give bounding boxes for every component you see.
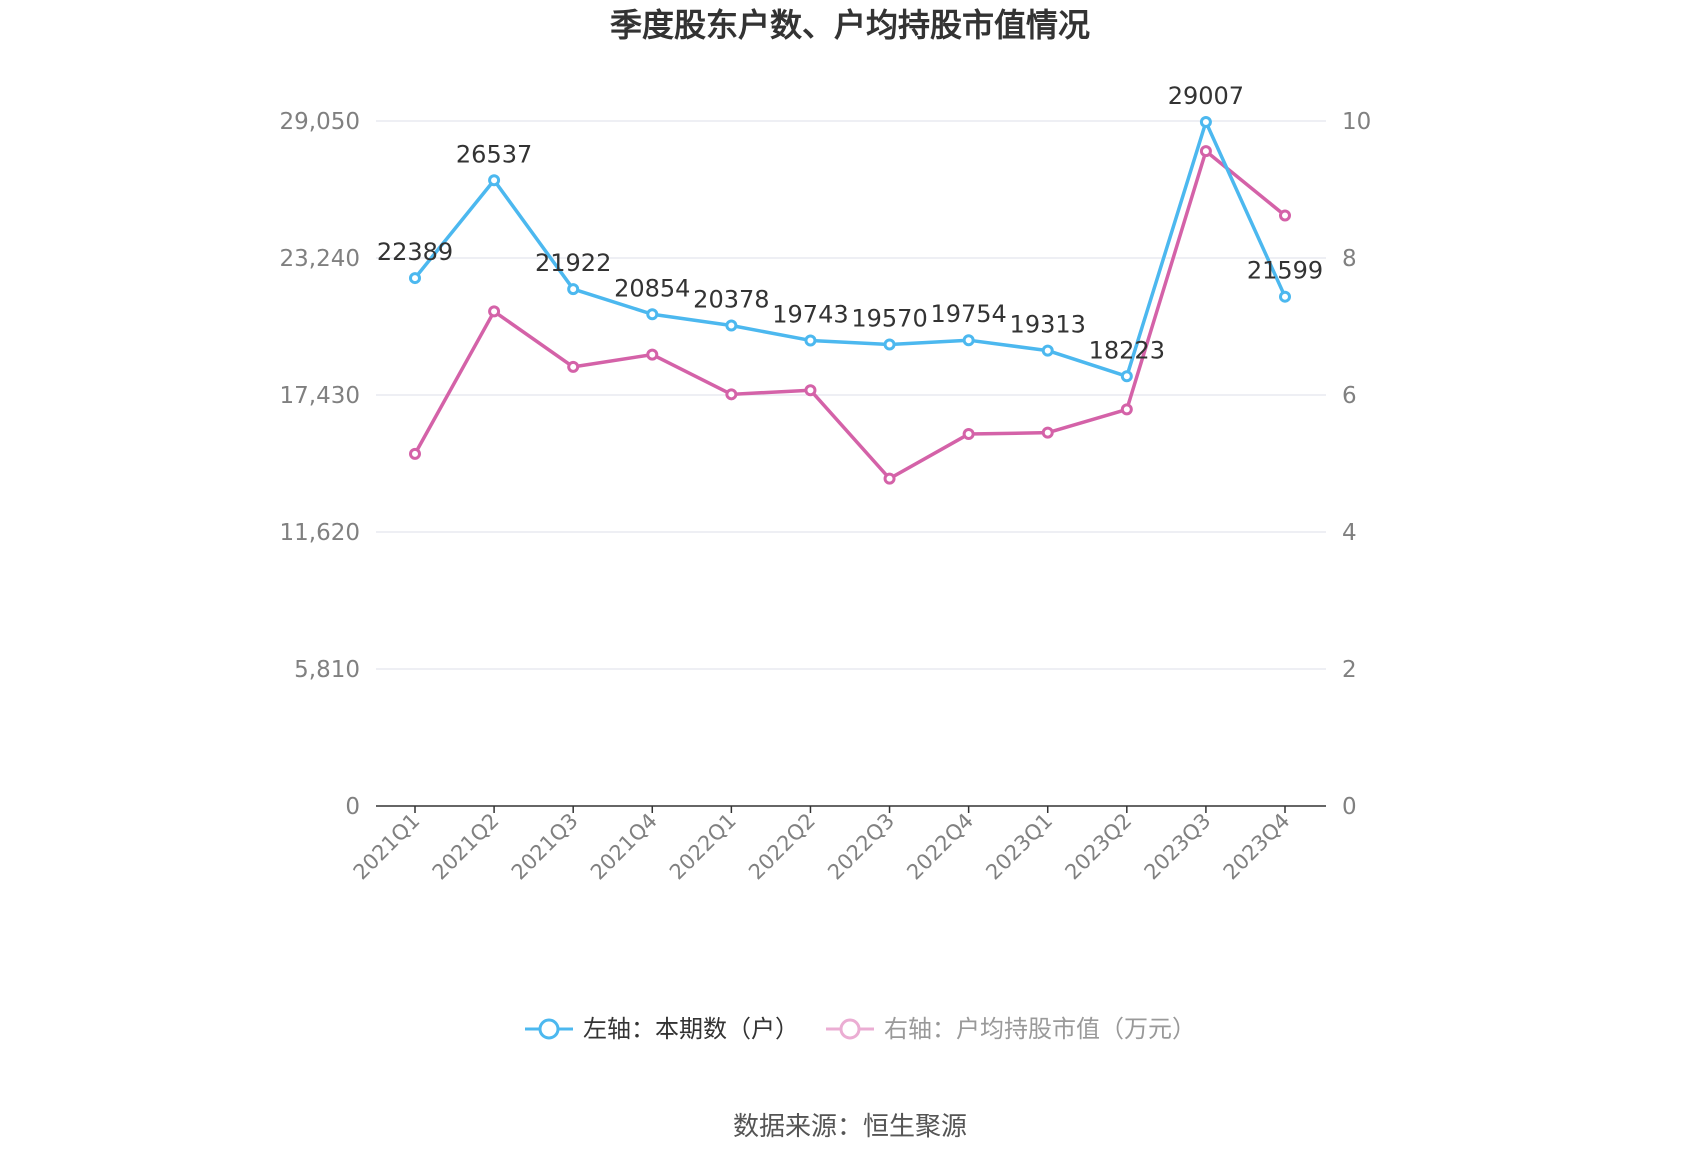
x-tick-label: 2021Q2: [428, 809, 504, 885]
left-tick-label: 29,050: [280, 109, 360, 135]
series-point-left[interactable]: [962, 334, 975, 347]
series-point-right[interactable]: [804, 384, 817, 397]
series-point-right[interactable]: [646, 348, 659, 361]
series-point-left[interactable]: [1041, 344, 1054, 357]
series-point-left[interactable]: [409, 272, 421, 285]
series-point-left[interactable]: [883, 338, 896, 351]
series-point-left[interactable]: [725, 319, 738, 332]
series: [409, 116, 1291, 485]
x-tick-label: 2023Q4: [1219, 809, 1295, 885]
right-tick-label: 6: [1342, 383, 1357, 409]
legend-item-right-series[interactable]: 右轴：户均持股市值（万元）: [826, 1015, 1196, 1043]
data-label: 22389: [377, 238, 453, 266]
series-point-right[interactable]: [409, 447, 421, 460]
x-tick-label: 2022Q2: [744, 809, 820, 885]
data-label: 20378: [693, 285, 769, 313]
left-tick-label: 17,430: [280, 383, 360, 409]
series-point-right[interactable]: [488, 305, 501, 318]
data-label: 19754: [930, 300, 1006, 328]
data-label: 21922: [535, 249, 611, 277]
x-axis: 2021Q1 2021Q2 2021Q3 2021Q4 2022Q1 2022Q2 2022…: [349, 805, 1326, 885]
data-label: 26537: [456, 140, 532, 168]
series-point-right[interactable]: [1279, 209, 1291, 222]
series-point-left[interactable]: [1199, 116, 1212, 129]
series-line-left: [413, 120, 1287, 379]
left-axis: 0 5,810 11,620 17,430 23,240 29,050: [280, 109, 360, 820]
left-tick-label: 11,620: [280, 520, 360, 546]
data-label: 20854: [614, 274, 690, 302]
series-point-right[interactable]: [1199, 145, 1212, 158]
right-tick-label: 2: [1342, 657, 1357, 683]
series-point-left[interactable]: [488, 174, 501, 187]
data-label: 19570: [851, 305, 927, 333]
series-point-right[interactable]: [567, 360, 580, 373]
x-tick-label: 2021Q3: [507, 809, 583, 885]
left-tick-label: 23,240: [280, 246, 360, 272]
series-point-left[interactable]: [1279, 290, 1291, 303]
x-tick-label: 2022Q4: [902, 809, 978, 885]
data-label: 18223: [1089, 336, 1165, 364]
series-point-left[interactable]: [646, 308, 659, 321]
data-label: 21599: [1247, 257, 1323, 285]
x-tick-label: 2022Q3: [823, 809, 899, 885]
x-tick-label: 2023Q1: [981, 809, 1057, 885]
series-point-right[interactable]: [962, 428, 975, 441]
data-label: 19743: [772, 300, 848, 328]
data-label: 29007: [1168, 82, 1244, 110]
x-tick-label: 2021Q1: [349, 809, 425, 885]
left-tick-label: 5,810: [294, 657, 360, 683]
x-tick-label: 2021Q4: [586, 809, 662, 885]
right-tick-label: 4: [1342, 520, 1357, 546]
right-tick-label: 8: [1342, 246, 1357, 272]
series-point-left[interactable]: [1120, 370, 1133, 383]
series-point-right[interactable]: [1120, 403, 1133, 416]
series-point-left[interactable]: [804, 334, 817, 347]
right-axis: 0 2 4 6 8 10: [1342, 109, 1371, 820]
gridlines: [376, 120, 1326, 670]
legend-item-left-series[interactable]: 左轴：本期数（户）: [525, 1015, 799, 1043]
data-label: 19313: [1010, 311, 1086, 339]
x-tick-label: 2023Q3: [1140, 809, 1216, 885]
legend-right-swatch-marker: [839, 1018, 861, 1040]
series-line-right: [413, 149, 1287, 481]
chart-title: 季度股东户数、户均持股市值情况: [610, 6, 1090, 44]
x-tick-label: 2023Q2: [1060, 809, 1136, 885]
legend-right-label: 右轴：户均持股市值（万元）: [884, 1015, 1196, 1043]
series-point-right[interactable]: [1041, 426, 1054, 439]
left-tick-label: 0: [345, 794, 360, 820]
series-point-left[interactable]: [567, 283, 580, 296]
series-point-right[interactable]: [883, 472, 896, 485]
right-tick-label: 10: [1342, 109, 1371, 135]
series-point-right[interactable]: [725, 388, 738, 401]
right-tick-label: 0: [1342, 794, 1357, 820]
x-tick-label: 2022Q1: [665, 809, 741, 885]
legend: 左轴：本期数（户） 右轴：户均持股市值（万元）: [525, 1015, 1196, 1043]
source-note: 数据来源：恒生聚源: [733, 1112, 967, 1142]
legend-left-swatch-marker: [538, 1018, 560, 1040]
legend-left-label: 左轴：本期数（户）: [583, 1015, 799, 1043]
